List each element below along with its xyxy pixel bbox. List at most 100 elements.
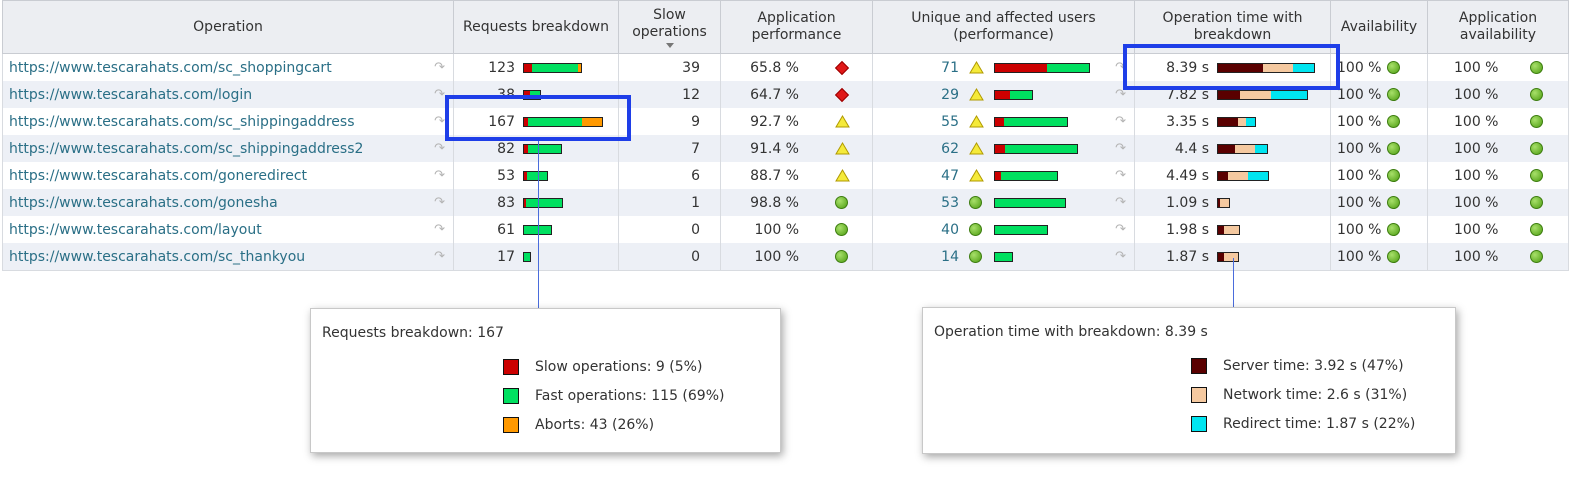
unique-users-link[interactable]: 53 xyxy=(941,194,959,211)
table-row[interactable]: https://www.tescarahats.com/gonesha ↷ 83 1 9… xyxy=(2,189,1569,216)
unique-users-link[interactable]: 14 xyxy=(941,248,959,265)
drilldown-icon[interactable]: ↷ xyxy=(1115,87,1126,102)
operation-link[interactable]: https://www.tescarahats.com/layout xyxy=(9,221,262,238)
application-performance-value: 91.4 % xyxy=(750,140,799,157)
requests-breakdown-cell[interactable]: 61 xyxy=(453,216,619,243)
requests-breakdown-bar xyxy=(523,116,603,127)
operation-time-cell[interactable]: 1.87 s xyxy=(1134,243,1331,271)
requests-breakdown-bar-segment xyxy=(524,90,530,99)
drilldown-icon[interactable]: ↷ xyxy=(434,249,445,264)
application-availability-content: 100 % xyxy=(1434,195,1562,211)
operation-link[interactable]: https://www.tescarahats.com/sc_shoppingc… xyxy=(9,59,332,76)
col-header-application-performance[interactable]: Application performance xyxy=(720,0,873,54)
requests-count: 167 xyxy=(488,113,515,130)
drilldown-icon[interactable]: ↷ xyxy=(434,222,445,237)
col-header-requests-breakdown[interactable]: Requests breakdown xyxy=(453,0,619,54)
table-row[interactable]: https://www.tescarahats.com/login ↷ 38 12 64… xyxy=(2,81,1569,108)
drilldown-icon[interactable]: ↷ xyxy=(1115,168,1126,183)
application-availability-value: 100 % xyxy=(1454,194,1499,211)
operation-link[interactable]: https://www.tescarahats.com/gonesha xyxy=(9,194,278,211)
status-ok-icon xyxy=(1530,223,1543,236)
table-row[interactable]: https://www.tescarahats.com/sc_thankyou ↷… xyxy=(2,243,1569,271)
requests-breakdown-content: 61 xyxy=(460,222,612,238)
operation-time-bar-segment xyxy=(1224,225,1239,234)
drilldown-icon[interactable]: ↷ xyxy=(1115,141,1126,156)
col-header-operation[interactable]: Operation xyxy=(2,0,454,54)
requests-count: 123 xyxy=(488,59,515,76)
application-performance-value: 98.8 % xyxy=(750,194,799,211)
unique-users-content: 71 xyxy=(879,60,1128,76)
application-performance-cell: 65.8 % xyxy=(720,53,873,81)
col-header-application-availability[interactable]: Application availability xyxy=(1427,0,1569,54)
col-header-slow-operations[interactable]: Slow operations xyxy=(618,0,721,54)
users-breakdown-bar-segment xyxy=(995,225,1047,234)
requests-breakdown-bar-segment xyxy=(525,198,562,207)
users-breakdown-bar xyxy=(994,197,1066,208)
application-availability-content: 100 % xyxy=(1434,168,1562,184)
status-ok-icon xyxy=(1530,88,1543,101)
drilldown-icon[interactable]: ↷ xyxy=(1115,249,1126,264)
operation-link[interactable]: https://www.tescarahats.com/goneredirect xyxy=(9,167,308,184)
table-row[interactable]: https://www.tescarahats.com/layout ↷ 61 0 10… xyxy=(2,216,1569,243)
legend-swatch xyxy=(503,417,519,433)
application-availability-cell: 100 % xyxy=(1427,243,1569,271)
slow-operations-cell: 39 xyxy=(618,53,721,81)
drilldown-icon[interactable]: ↷ xyxy=(434,195,445,210)
application-performance-content: 100 % xyxy=(727,249,866,265)
requests-breakdown-content: 82 xyxy=(460,141,612,157)
operation-link[interactable]: https://www.tescarahats.com/sc_thankyou xyxy=(9,248,306,265)
operation-time-cell[interactable]: 8.39 s xyxy=(1134,53,1331,81)
drilldown-icon[interactable]: ↷ xyxy=(434,168,445,183)
operation-time-cell[interactable]: 4.49 s xyxy=(1134,162,1331,189)
requests-breakdown-cell[interactable]: 53 xyxy=(453,162,619,189)
operation-time-cell[interactable]: 1.09 s xyxy=(1134,189,1331,216)
unique-users-link[interactable]: 47 xyxy=(941,167,959,184)
drilldown-icon[interactable]: ↷ xyxy=(1115,114,1126,129)
operation-link[interactable]: https://www.tescarahats.com/sc_shippinga… xyxy=(9,140,364,157)
operation-time-cell[interactable]: 3.35 s xyxy=(1134,108,1331,135)
operation-link[interactable]: https://www.tescarahats.com/sc_shippinga… xyxy=(9,113,355,130)
users-breakdown-bar xyxy=(994,89,1033,100)
unique-users-link[interactable]: 71 xyxy=(941,59,959,76)
operation-time-cell[interactable]: 7.82 s xyxy=(1134,81,1331,108)
operation-time-value: 8.39 s xyxy=(1166,59,1209,76)
operation-time-cell[interactable]: 1.98 s xyxy=(1134,216,1331,243)
drilldown-icon[interactable]: ↷ xyxy=(434,114,445,129)
drilldown-icon[interactable]: ↷ xyxy=(1115,222,1126,237)
col-header-availability[interactable]: Availability xyxy=(1330,0,1428,54)
optime-tooltip-connector xyxy=(1233,258,1234,308)
table-row[interactable]: https://www.tescarahats.com/sc_shippinga… xyxy=(2,108,1569,135)
drilldown-icon[interactable]: ↷ xyxy=(1115,60,1126,75)
drilldown-icon[interactable]: ↷ xyxy=(434,141,445,156)
requests-breakdown-cell[interactable]: 123 xyxy=(453,53,619,81)
unique-users-link[interactable]: 40 xyxy=(941,221,959,238)
application-performance-cell: 64.7 % xyxy=(720,81,873,108)
requests-breakdown-bar-segment xyxy=(524,171,527,180)
table-row[interactable]: https://www.tescarahats.com/sc_shippinga… xyxy=(2,135,1569,162)
users-breakdown-bar-segment xyxy=(995,90,1010,99)
requests-breakdown-cell[interactable]: 83 xyxy=(453,189,619,216)
operation-link[interactable]: https://www.tescarahats.com/login xyxy=(9,86,253,103)
unique-users-link[interactable]: 55 xyxy=(941,113,959,130)
status-ok-icon xyxy=(1387,250,1400,263)
unique-users-link[interactable]: 62 xyxy=(941,140,959,157)
drilldown-icon[interactable]: ↷ xyxy=(434,87,445,102)
operation-cell: https://www.tescarahats.com/layout ↷ xyxy=(2,216,454,243)
operation-time-bar-segment xyxy=(1218,63,1264,72)
drilldown-icon[interactable]: ↷ xyxy=(1115,195,1126,210)
requests-breakdown-cell[interactable]: 38 xyxy=(453,81,619,108)
drilldown-icon[interactable]: ↷ xyxy=(434,60,445,75)
application-performance-content: 64.7 % xyxy=(727,87,866,103)
table-row[interactable]: https://www.tescarahats.com/goneredirect… xyxy=(2,162,1569,189)
requests-count: 82 xyxy=(497,140,515,157)
operation-time-cell[interactable]: 4.4 s xyxy=(1134,135,1331,162)
col-header-unique-affected-users[interactable]: Unique and affected users (performance) xyxy=(872,0,1135,54)
requests-breakdown-content: 53 xyxy=(460,168,612,184)
requests-breakdown-cell[interactable]: 17 xyxy=(453,243,619,271)
legend-label: Aborts: 43 (26%) xyxy=(535,417,655,433)
slow-operations-cell: 6 xyxy=(618,162,721,189)
operation-time-bar-segment xyxy=(1218,171,1228,180)
unique-users-link[interactable]: 29 xyxy=(941,86,959,103)
table-row[interactable]: https://www.tescarahats.com/sc_shoppingc… xyxy=(2,53,1569,81)
status-ok-icon xyxy=(1387,142,1400,155)
